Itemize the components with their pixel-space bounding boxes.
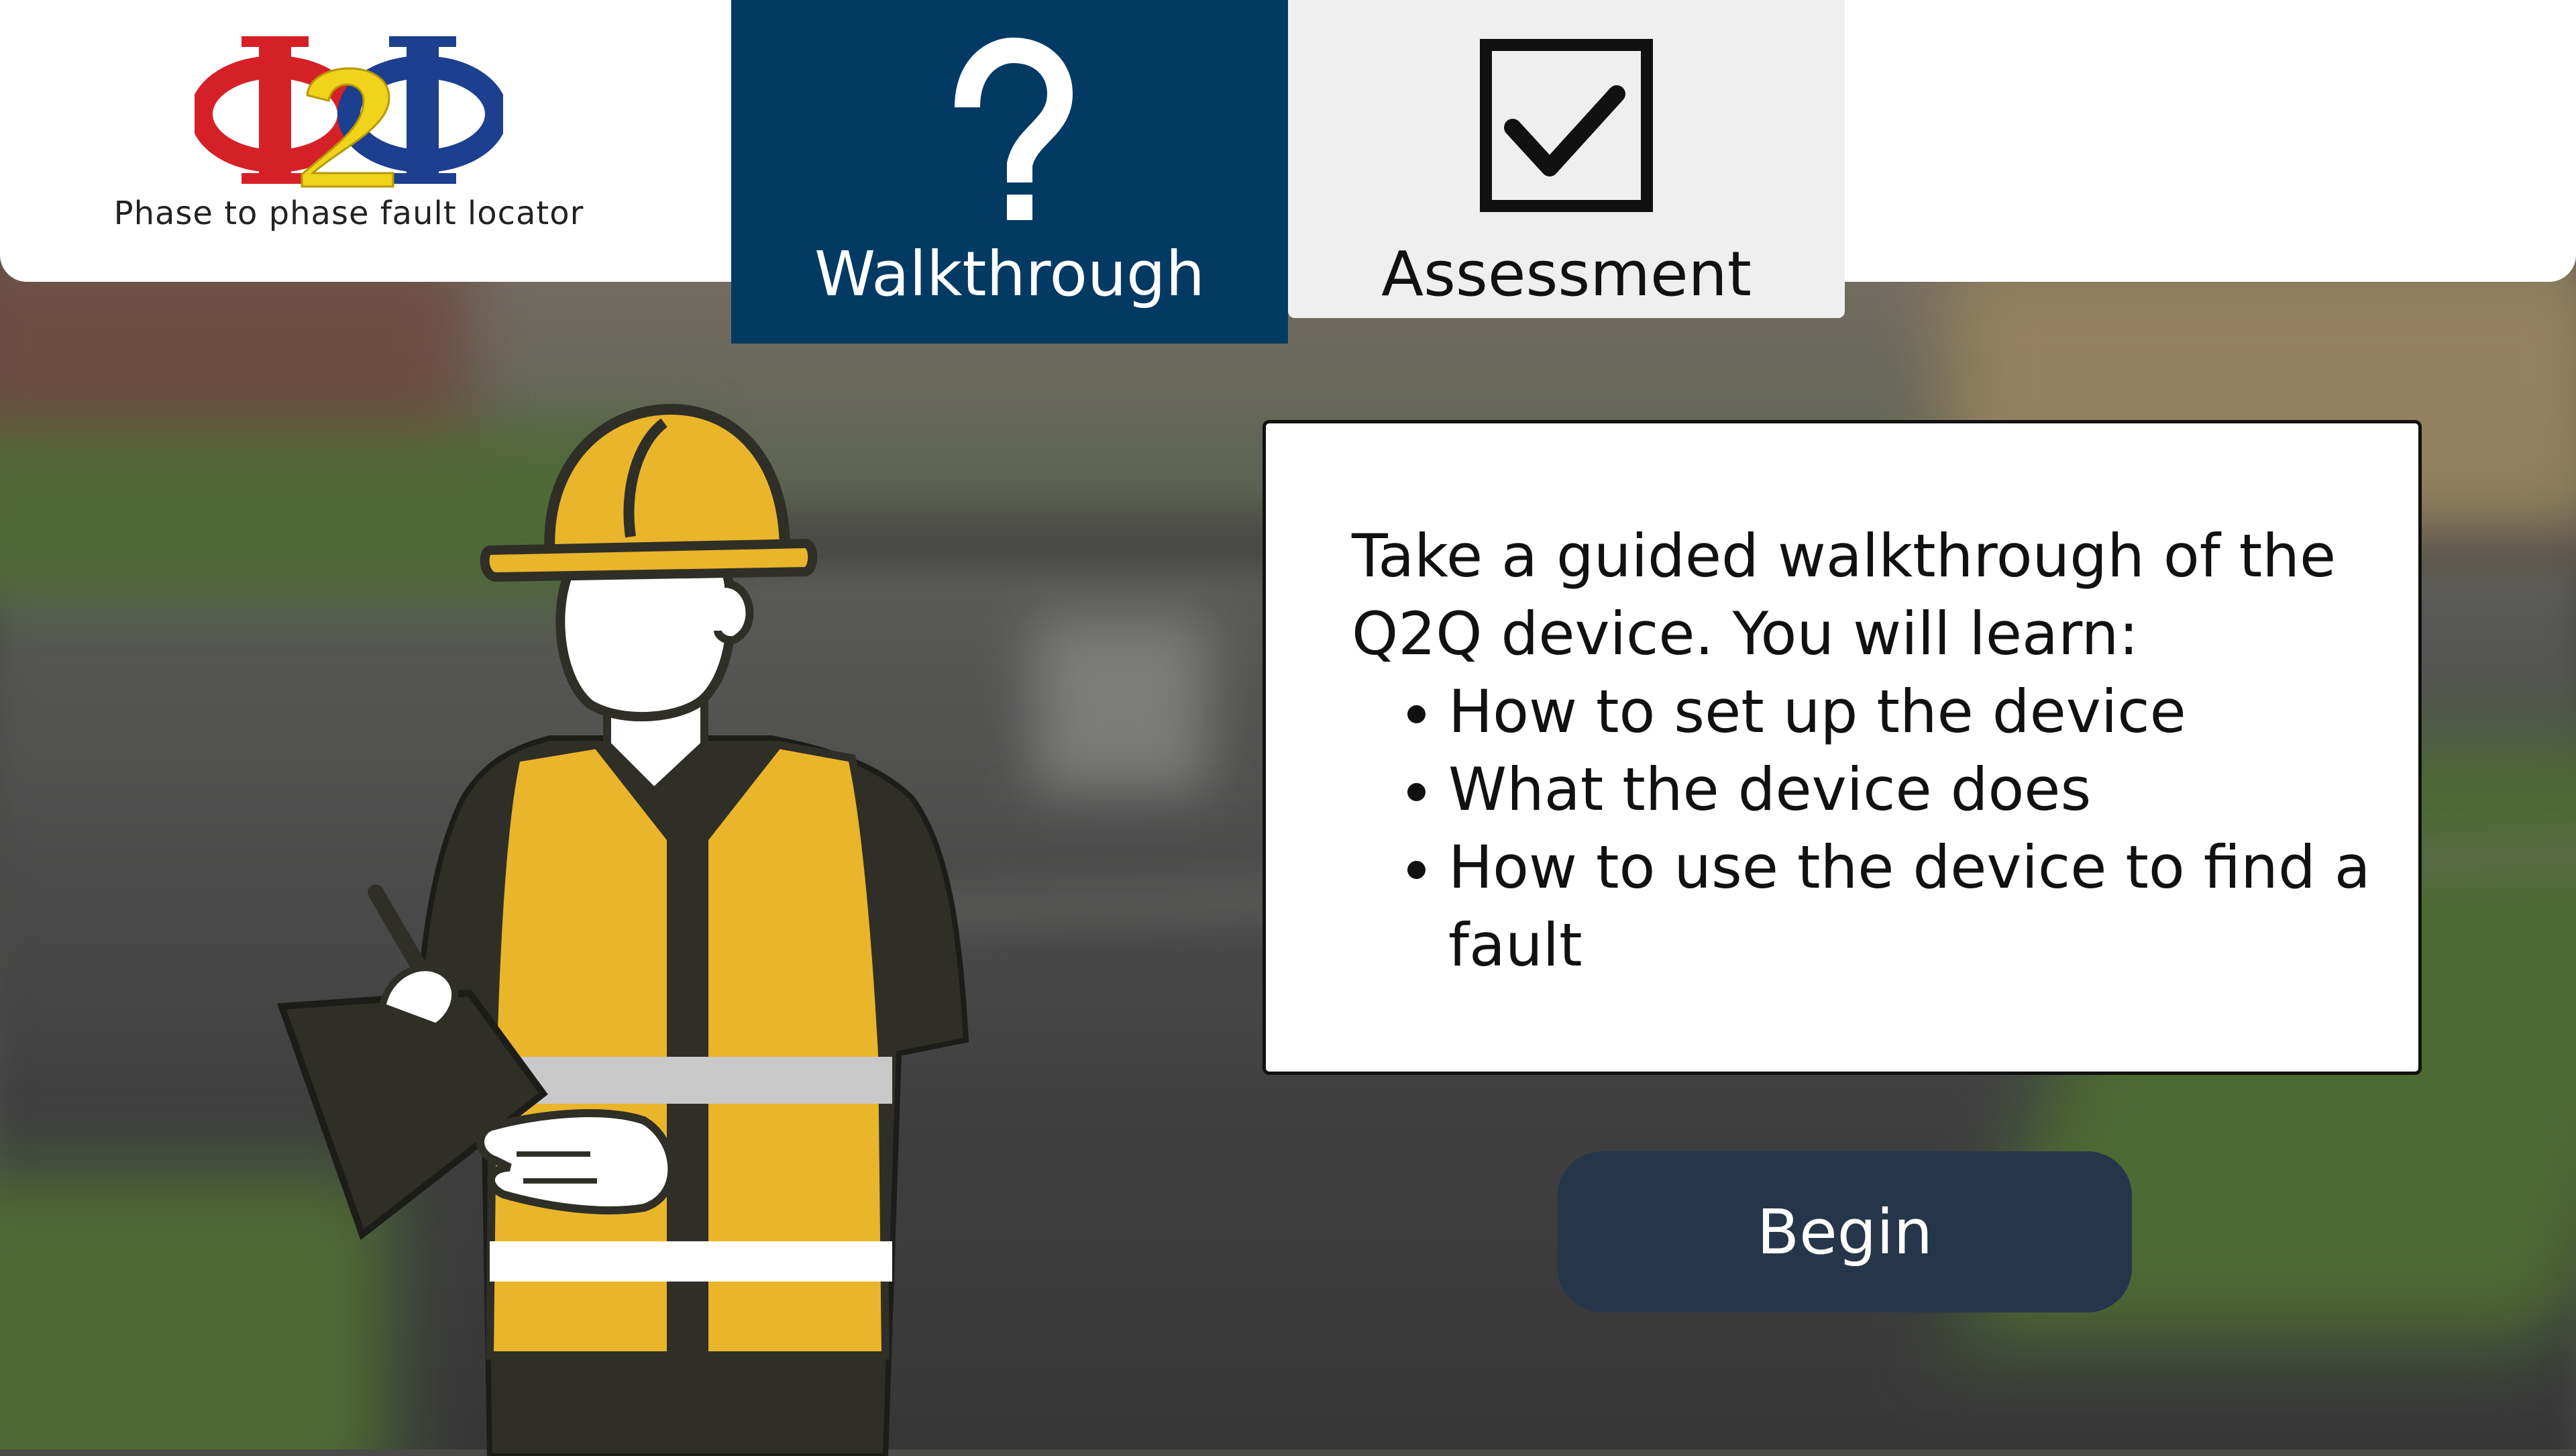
checkbox-checked-icon [1480,39,1653,212]
list-item: What the device does [1448,751,2398,829]
tab-assessment-label: Assessment [1381,238,1752,310]
tab-assessment[interactable]: Assessment [1288,0,1845,318]
walkthrough-info-panel: Take a guided walkthrough of the Q2Q dev… [1263,420,2422,1075]
app-logo: Phase to phase fault locator [107,34,590,242]
list-item: How to set up the device [1448,673,2398,751]
question-mark-icon [955,37,1073,220]
learning-list: How to set up the device What the device… [1352,673,2398,984]
panel-text: Take a guided walkthrough of the Q2Q dev… [1352,517,2398,984]
panel-intro: Take a guided walkthrough of the Q2Q dev… [1352,521,2337,668]
tab-walkthrough-label: Walkthrough [814,238,1205,310]
logo-caption: Phase to phase fault locator [113,195,584,232]
list-item: How to use the device to find a fault [1448,829,2398,984]
construction-worker-illustration [277,403,969,1456]
begin-button[interactable]: Begin [1558,1151,2132,1312]
header-bar: Phase to phase fault locator Walkthrough… [0,0,2576,344]
phi-2-phi-logo-mark [195,36,503,188]
tab-walkthrough[interactable]: Walkthrough [731,0,1288,344]
